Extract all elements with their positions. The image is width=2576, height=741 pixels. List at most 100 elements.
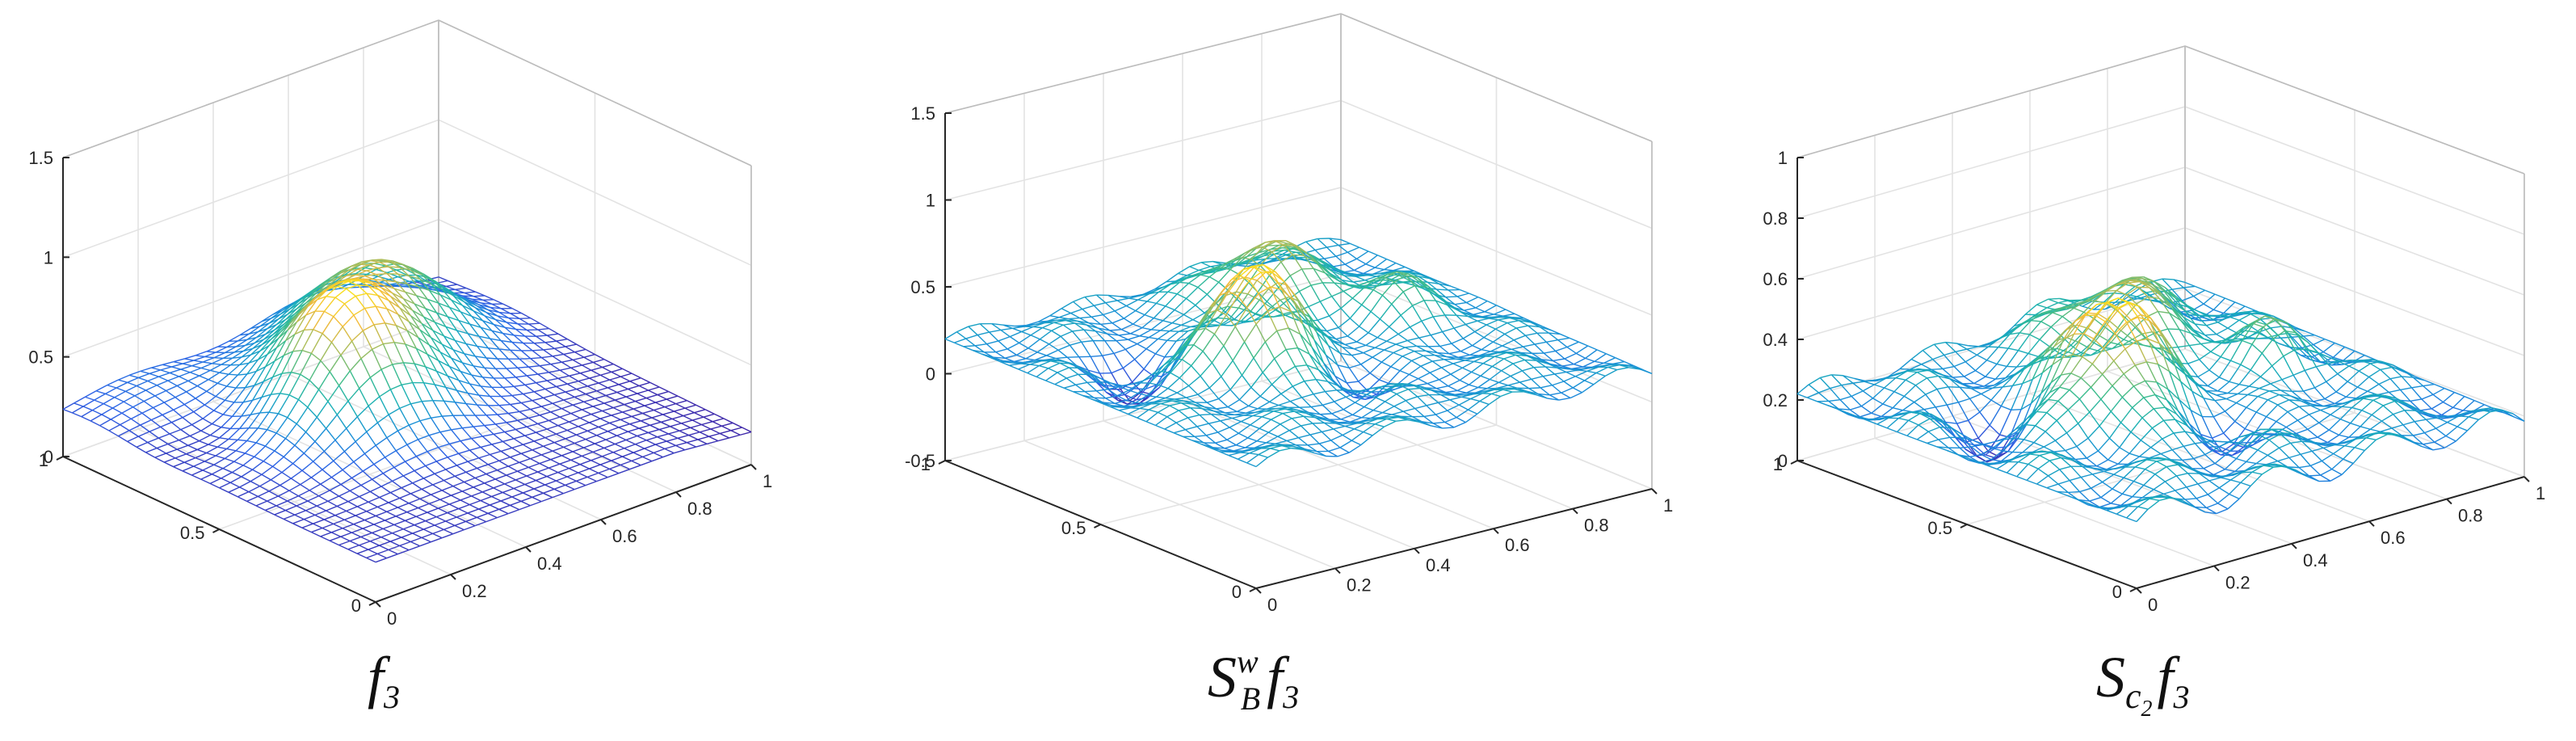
x-tick-mark — [2368, 520, 2375, 527]
mesh-segment — [1351, 287, 1365, 299]
mesh-segment — [1391, 303, 1401, 316]
mesh-segment — [1437, 402, 1448, 411]
mesh-segment — [620, 460, 632, 466]
mesh-segment — [434, 322, 445, 337]
mesh-segment — [1409, 272, 1418, 277]
mesh-segment — [287, 399, 300, 419]
mesh-segment — [1525, 335, 1536, 345]
mesh-segment — [392, 533, 402, 538]
mesh-segment — [1175, 422, 1186, 431]
mesh-segment — [187, 380, 198, 387]
mesh-segment — [530, 356, 542, 360]
mesh-segment — [494, 474, 507, 480]
mesh-segment — [199, 369, 211, 377]
mesh-segment — [202, 464, 215, 471]
mesh-segment — [502, 440, 513, 448]
mesh-segment — [213, 357, 224, 360]
mesh-segment — [149, 369, 162, 374]
mesh-segment — [372, 349, 382, 370]
mesh-segment — [427, 298, 438, 314]
mesh-segment — [182, 417, 192, 426]
mesh-segment — [1363, 267, 1376, 275]
mesh-segment — [1139, 335, 1149, 339]
mesh-segment — [90, 420, 100, 427]
mesh-segment — [1048, 343, 1059, 351]
mesh-segment — [388, 549, 398, 555]
mesh-segment — [1166, 331, 1179, 341]
mesh-segment — [572, 451, 582, 457]
mesh-segment — [425, 520, 435, 526]
mesh-segment — [376, 553, 387, 559]
mesh-segment — [1226, 439, 1237, 446]
mesh-segment — [1352, 406, 1365, 415]
mesh-segment — [1221, 259, 1233, 268]
mesh-segment — [406, 507, 418, 513]
mesh-segment — [570, 413, 581, 419]
mesh-segment — [1513, 335, 1526, 341]
mesh-segment — [653, 406, 666, 411]
mesh-segment — [1331, 409, 1344, 415]
mesh-segment — [342, 528, 352, 533]
mesh-segment — [1808, 377, 1821, 385]
mesh-segment — [1128, 389, 1139, 394]
mesh-segment — [563, 442, 575, 448]
mesh-segment — [191, 424, 202, 432]
mesh-segment — [255, 354, 268, 372]
mesh-segment — [1888, 368, 1901, 377]
mesh-segment — [167, 439, 179, 445]
mesh-segment — [222, 468, 233, 474]
mesh-segment — [1270, 286, 1283, 291]
mesh-segment — [1273, 408, 1286, 412]
z-tick-label: 1 — [926, 191, 935, 211]
mesh-segment — [677, 434, 689, 439]
mesh-segment — [105, 387, 117, 394]
mesh-segment — [1228, 454, 1238, 460]
mesh-segment — [399, 493, 411, 499]
mesh-segment — [565, 346, 575, 353]
mesh-segment — [254, 366, 267, 386]
mesh-segment — [1477, 296, 1488, 302]
mesh-segment — [1018, 364, 1031, 370]
mesh-segment — [1089, 373, 1099, 382]
mesh-segment — [1405, 347, 1414, 352]
mesh-segment — [1274, 358, 1284, 374]
mesh-segment — [428, 435, 439, 448]
mesh-segment — [355, 431, 368, 443]
mesh-segment — [101, 414, 111, 420]
mesh-segment — [1325, 389, 1337, 393]
x-tick-mark — [375, 601, 381, 608]
x-tick-label: 1 — [1663, 495, 1673, 516]
mesh-segment — [421, 401, 432, 419]
mesh-segment — [554, 347, 565, 356]
mesh-segment — [1347, 251, 1357, 259]
x-tick-mark — [1255, 587, 1262, 594]
mesh-segment — [261, 377, 274, 398]
mesh-segment — [1338, 318, 1351, 328]
mesh-segment — [616, 388, 628, 394]
mesh-segment — [510, 504, 520, 511]
mesh-segment — [1074, 322, 1087, 326]
mesh-segment — [1220, 417, 1233, 422]
mesh-segment — [1372, 349, 1385, 358]
mesh-segment — [974, 343, 987, 347]
mesh-segment — [510, 403, 520, 412]
mesh-segment — [1280, 418, 1292, 425]
mesh-segment — [532, 445, 544, 451]
surface-mesh — [944, 238, 1653, 468]
mesh-segment — [1251, 265, 1262, 273]
mesh-segment — [2057, 299, 2070, 304]
mesh-segment — [624, 403, 634, 410]
mesh-segment — [1161, 358, 1174, 373]
mesh-segment — [539, 411, 551, 416]
mesh-segment — [1277, 254, 1288, 259]
mesh-segment — [471, 374, 483, 378]
mesh-segment — [1435, 414, 1446, 423]
mesh-segment — [199, 440, 209, 445]
mesh-segment — [1170, 372, 1180, 379]
mesh-segment — [686, 442, 696, 448]
mesh-segment — [1535, 394, 1548, 399]
mesh-segment — [533, 343, 544, 351]
mesh-segment — [376, 422, 388, 439]
mesh-segment — [477, 512, 489, 518]
mesh-segment — [1418, 421, 1431, 427]
